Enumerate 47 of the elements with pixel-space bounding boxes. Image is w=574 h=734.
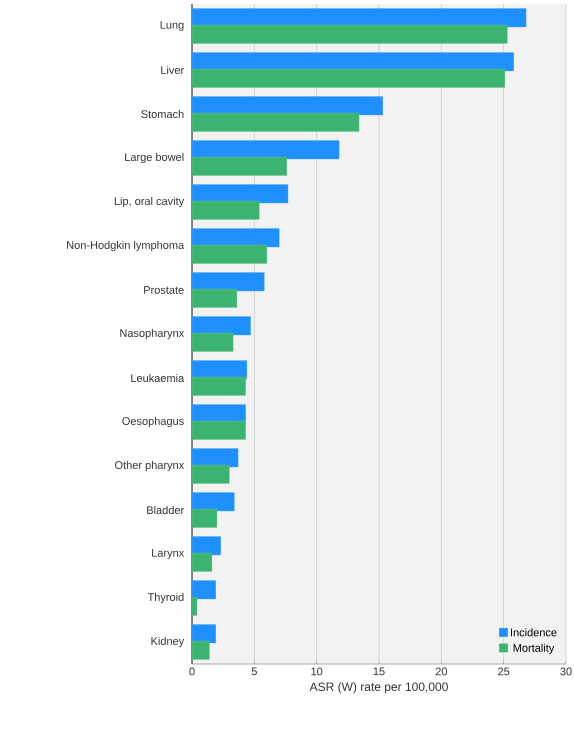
bar bbox=[192, 332, 234, 352]
bar bbox=[192, 552, 212, 572]
bar bbox=[192, 596, 198, 616]
bar bbox=[192, 272, 264, 292]
y-tick-label: Larynx bbox=[152, 549, 184, 559]
x-tick-label: 10 bbox=[311, 668, 322, 676]
x-tick-label: 20 bbox=[436, 668, 448, 676]
x-tick-label: 30 bbox=[560, 668, 572, 676]
x-tick-label: 0 bbox=[189, 668, 195, 676]
y-tick-label: Bladder bbox=[147, 506, 184, 514]
y-tick-label: Leukaemia bbox=[131, 374, 184, 382]
bar bbox=[192, 288, 238, 308]
bar bbox=[192, 536, 221, 556]
y-tick-label: Other pharynx bbox=[115, 460, 184, 472]
y-tick-label: Kidney bbox=[151, 636, 184, 648]
bar bbox=[192, 200, 260, 220]
bar bbox=[192, 24, 508, 44]
y-tick-label: Nasopharynx bbox=[120, 328, 184, 340]
y-tick-label: Lung bbox=[160, 21, 184, 31]
bar bbox=[192, 580, 216, 600]
legend-label: Incidence bbox=[510, 628, 557, 636]
y-tick-label: Oesophagus bbox=[122, 416, 184, 428]
bar bbox=[192, 68, 506, 88]
bar bbox=[192, 640, 210, 660]
bar bbox=[192, 156, 287, 176]
bar bbox=[192, 244, 267, 264]
bar bbox=[192, 492, 235, 512]
y-tick-label: Liver bbox=[161, 66, 184, 74]
y-tick-label: Lip, oral cavity bbox=[114, 196, 184, 208]
y-tick-label: Stomach bbox=[141, 110, 184, 118]
bar bbox=[192, 508, 218, 528]
bar bbox=[192, 464, 230, 484]
bar bbox=[192, 420, 246, 440]
y-tick-label: Prostate bbox=[144, 286, 184, 294]
bar bbox=[192, 376, 246, 396]
legend-label: Mortality bbox=[514, 644, 554, 654]
y-tick-label: Non-Hodgkin lymphoma bbox=[67, 240, 184, 252]
x-tick-label: 5 bbox=[252, 668, 257, 676]
y-tick-label: Thyroid bbox=[148, 592, 184, 604]
bar bbox=[192, 184, 288, 204]
x-tick-label: 15 bbox=[374, 668, 385, 676]
bar bbox=[192, 112, 360, 132]
x-tick-label: 25 bbox=[498, 668, 510, 676]
y-tick-label: Large bowel bbox=[125, 152, 184, 164]
bar bbox=[192, 316, 251, 336]
bar bbox=[192, 140, 340, 160]
x-axis-title: ASR (W) rate per 100,000 bbox=[310, 682, 448, 694]
